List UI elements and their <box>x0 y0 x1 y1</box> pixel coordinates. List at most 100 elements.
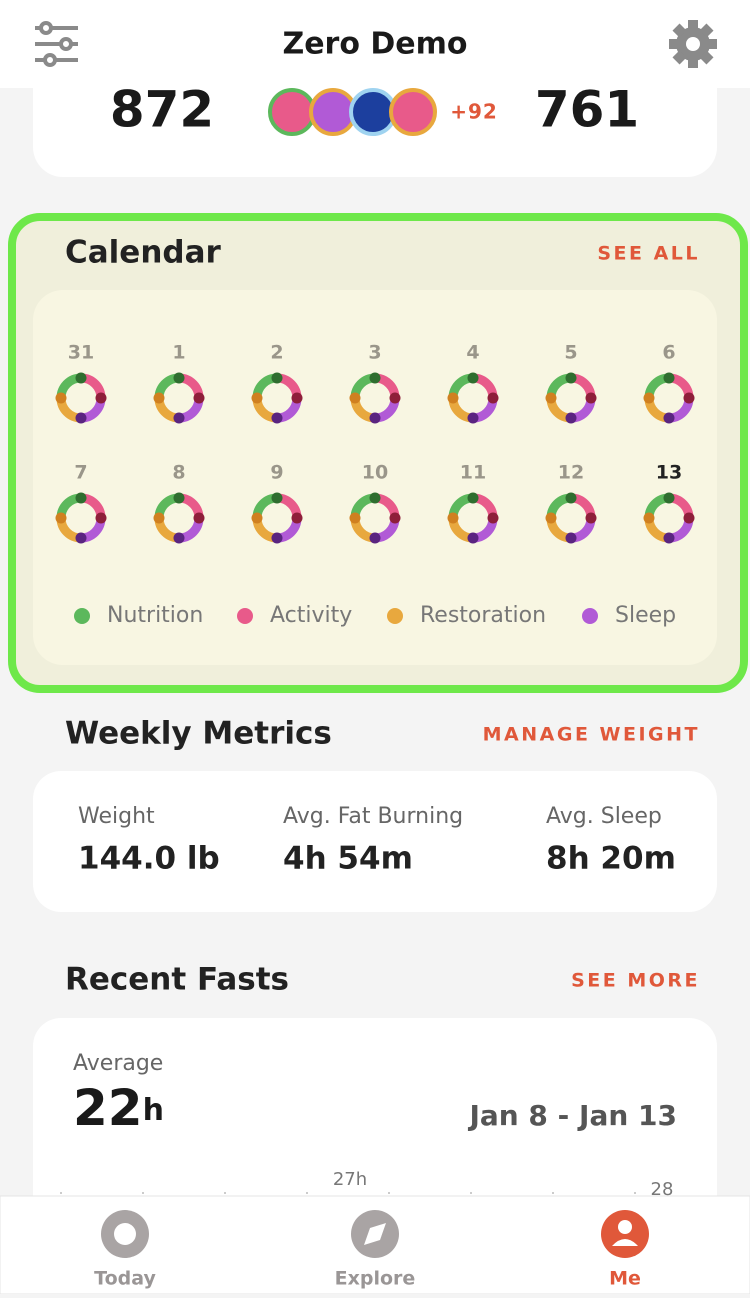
day-ring[interactable] <box>545 372 597 424</box>
day-label: 12 <box>558 462 584 484</box>
stat-left: 872 <box>110 81 214 139</box>
gear-tooth <box>707 39 717 49</box>
day-label: 4 <box>466 342 479 364</box>
day-ring[interactable] <box>447 492 499 544</box>
metrics-card <box>33 771 717 912</box>
day-ring[interactable] <box>447 372 499 424</box>
day-ring[interactable] <box>349 492 401 544</box>
metric-value: 144.0 lb <box>78 841 220 877</box>
ring-dot <box>585 512 597 524</box>
ring-dot <box>487 512 499 524</box>
metric-label: Weight <box>78 804 155 829</box>
filter-icon[interactable] <box>35 21 78 67</box>
ring-dot <box>173 492 185 504</box>
ring-dot <box>369 412 381 424</box>
day-label: 5 <box>564 342 577 364</box>
ring-dot <box>75 532 87 544</box>
header <box>0 0 750 88</box>
badges-more[interactable]: +92 <box>450 100 498 124</box>
legend-label: Sleep <box>615 603 676 628</box>
metric-label: Avg. Fat Burning <box>283 804 463 829</box>
day-ring[interactable] <box>55 372 107 424</box>
day-ring[interactable] <box>349 372 401 424</box>
average-label: Average <box>73 1051 163 1076</box>
gear-tooth <box>669 39 679 49</box>
ring-dot <box>447 392 459 404</box>
day-ring[interactable] <box>153 372 205 424</box>
ring-dot <box>369 492 381 504</box>
ring-dot <box>291 392 303 404</box>
day-ring[interactable] <box>545 492 597 544</box>
fasts-title: Recent Fasts <box>65 962 289 998</box>
metric-label: Avg. Sleep <box>546 804 662 829</box>
stat-right: 761 <box>535 81 639 139</box>
ring-dot <box>193 392 205 404</box>
ring-dot <box>565 492 577 504</box>
legend-dot <box>387 608 403 624</box>
ring-dot <box>389 512 401 524</box>
ring-dot <box>251 392 263 404</box>
day-label: 6 <box>662 342 675 364</box>
settings-icon[interactable] <box>669 20 717 68</box>
ring-dot <box>683 512 695 524</box>
tab-label: Me <box>609 1268 641 1290</box>
ring-dot <box>643 512 655 524</box>
ring-dot <box>389 392 401 404</box>
day-label: 8 <box>172 462 185 484</box>
tab-explore[interactable]: Explore <box>335 1210 416 1290</box>
ring-dot <box>545 392 557 404</box>
manage-weight[interactable]: MANAGE WEIGHT <box>483 724 700 746</box>
ring-dot <box>565 532 577 544</box>
ring-dot <box>663 412 675 424</box>
ring-dot <box>663 372 675 384</box>
day-ring[interactable] <box>643 372 695 424</box>
ring-dot <box>467 412 479 424</box>
ring-dot <box>95 512 107 524</box>
average-number: 22 <box>73 1079 143 1137</box>
ring-dot <box>173 412 185 424</box>
ring-dot <box>487 392 499 404</box>
legend-dot <box>74 608 90 624</box>
ring-dot <box>369 532 381 544</box>
ring-dot <box>467 492 479 504</box>
ring-dot <box>271 532 283 544</box>
chart-label: 28 <box>651 1179 674 1200</box>
ring-dot <box>369 372 381 384</box>
legend-label: Activity <box>270 603 352 628</box>
day-ring[interactable] <box>251 492 303 544</box>
ring-dot <box>585 392 597 404</box>
calendar-title: Calendar <box>65 235 221 271</box>
ring-dot <box>643 392 655 404</box>
ring-dot <box>545 512 557 524</box>
see-more[interactable]: SEE MORE <box>571 970 700 992</box>
legend-label: Restoration <box>420 603 546 628</box>
day-label: 2 <box>270 342 283 364</box>
ring-dot <box>467 372 479 384</box>
ring-dot <box>95 392 107 404</box>
metrics: Weight 144.0 lb Avg. Fat Burning 4h 54m Avg.… <box>78 804 676 877</box>
weekly-title: Weekly Metrics <box>65 716 332 752</box>
chart-label: 27h <box>333 1169 367 1190</box>
ring-dot <box>291 512 303 524</box>
day-ring[interactable] <box>251 372 303 424</box>
ring-dot <box>349 392 361 404</box>
legend-label: Nutrition <box>107 603 203 628</box>
day-label: 31 <box>68 342 94 364</box>
tab-me[interactable]: Me <box>601 1210 649 1290</box>
tab-today[interactable]: Today <box>94 1210 156 1290</box>
ring-dot <box>565 412 577 424</box>
see-all[interactable]: SEE ALL <box>597 243 700 265</box>
day-label: 11 <box>460 462 486 484</box>
calendar-card <box>33 290 717 665</box>
gear-tooth <box>688 58 698 68</box>
day-label: 10 <box>362 462 388 484</box>
day-ring[interactable] <box>55 492 107 544</box>
day-ring[interactable] <box>153 492 205 544</box>
day-label: 7 <box>74 462 87 484</box>
day-ring[interactable] <box>643 492 695 544</box>
ring-dot <box>75 492 87 504</box>
legend-dot <box>582 608 598 624</box>
average-unit: h <box>143 1093 164 1128</box>
ring-dot <box>75 412 87 424</box>
